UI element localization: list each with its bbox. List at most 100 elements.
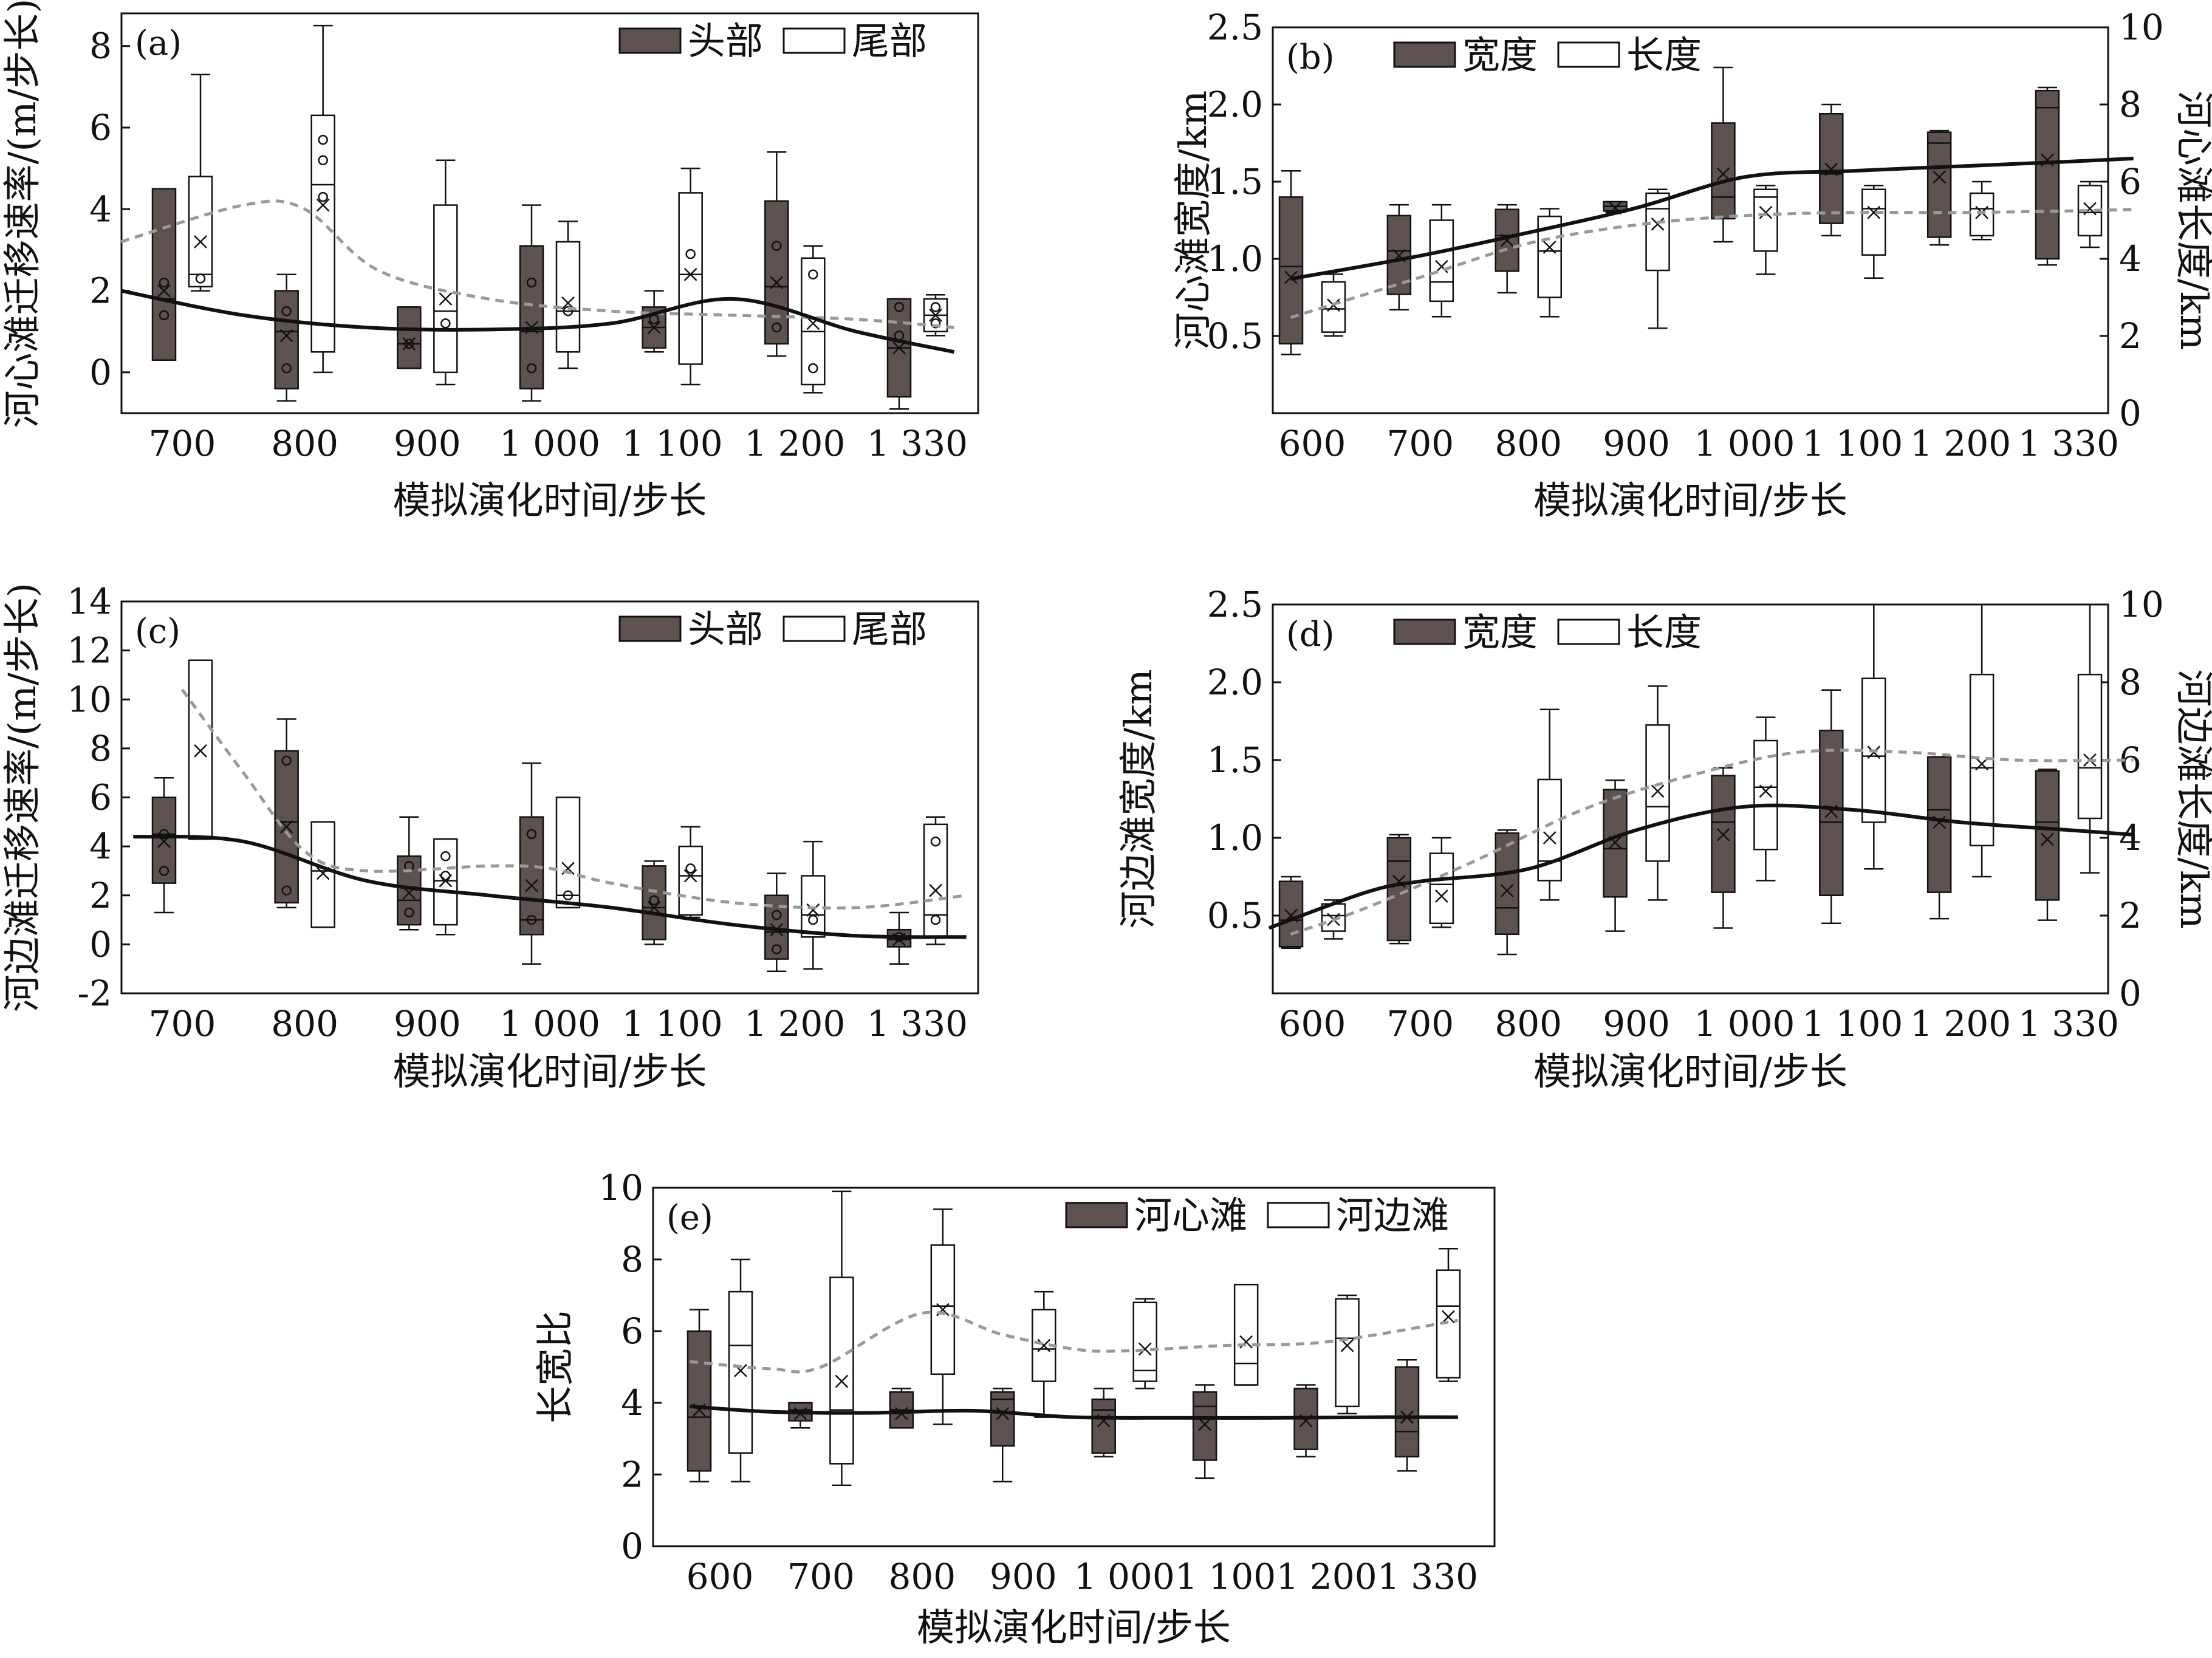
x-tick-label: 1 330 [867, 1003, 968, 1044]
y-tick-label: 0 [89, 923, 112, 965]
box-河心滩-700 [788, 1402, 813, 1429]
panel-label: (b) [1286, 38, 1335, 77]
data-point [563, 890, 574, 900]
y2-tick-label: 2 [2119, 895, 2142, 936]
box-body [2035, 89, 2060, 260]
mean-marker [439, 292, 453, 306]
trend-line-solid [1290, 156, 2134, 281]
legend-label: 尾部 [852, 19, 927, 63]
mean-marker [770, 276, 784, 290]
box-body [728, 1290, 753, 1454]
data-point [281, 306, 292, 317]
x-tick-label: 600 [1279, 1003, 1346, 1044]
x-tick-label: 1 200 [1276, 1556, 1377, 1597]
legend-swatch [1065, 1202, 1128, 1228]
box-body [310, 821, 335, 928]
trend-line-solid [133, 834, 967, 939]
box-body [678, 845, 703, 916]
x-tick-label: 600 [687, 1556, 754, 1597]
y2-axis-title: 河心滩长度/km [2172, 91, 2212, 350]
data-point [440, 851, 451, 862]
box-宽度-1 330 [2035, 769, 2060, 921]
legend-swatch [1557, 618, 1620, 645]
box-头部-900 [397, 306, 422, 369]
y-tick-label: 8 [621, 1239, 643, 1280]
legend-label: 头部 [688, 19, 763, 63]
box-河心滩-1 100 [1192, 1384, 1217, 1479]
trend-line-dashed [180, 688, 967, 910]
y-tick-label: 0 [621, 1526, 643, 1567]
box-body [829, 1276, 854, 1465]
panel-label: (d) [1286, 615, 1335, 654]
box-body [1645, 724, 1670, 862]
box-尾部-800 [310, 821, 335, 928]
box-河心滩-1 000 [1091, 1388, 1116, 1458]
box-宽度-1 100 [1819, 689, 1844, 925]
mean-marker [1500, 884, 1514, 897]
x-tick-label: 700 [1386, 1003, 1454, 1044]
y-tick-label: 10 [67, 679, 112, 720]
data-point [772, 241, 782, 251]
x-tick-label: 1 330 [867, 423, 968, 464]
box-头部-1 100 [642, 290, 666, 353]
box-body [151, 188, 177, 361]
box-body [1278, 880, 1304, 948]
mean-marker [1543, 831, 1556, 844]
legend: 宽度 长度 [1393, 610, 1702, 654]
y2-tick-label: 10 [2119, 584, 2164, 625]
box-body [151, 796, 177, 884]
x-tick-label: 700 [1386, 423, 1454, 464]
box-body [1429, 852, 1454, 925]
box-body [1926, 131, 1952, 238]
x-tick-label: 800 [271, 1003, 338, 1044]
legend-swatch [782, 615, 846, 642]
mean-marker [806, 903, 820, 917]
box-河心滩-600 [687, 1309, 712, 1483]
box-body [642, 865, 666, 940]
x-tick-label: 1 200 [744, 423, 845, 464]
mean-marker [1933, 170, 1947, 184]
x-tick-label: 1 000 [1074, 1556, 1175, 1597]
data-point [685, 863, 696, 874]
legend-swatch [1393, 618, 1456, 645]
y2-tick-label: 2 [2119, 315, 2142, 357]
y-tick-label: 12 [67, 630, 112, 671]
y-axis-title: 河心滩迁移速率/(m/步长) [0, 0, 44, 428]
y2-tick-label: 8 [2119, 84, 2142, 125]
y-tick-label: 4 [89, 188, 112, 230]
mean-marker [194, 235, 207, 248]
data-point [159, 277, 169, 288]
data-point [404, 907, 414, 918]
x-tick-label: 1 000 [499, 423, 600, 464]
box-河心滩-800 [889, 1388, 914, 1429]
x-tick-label: 800 [888, 1556, 956, 1597]
y-tick-label: 10 [598, 1167, 643, 1208]
mean-marker [892, 341, 906, 355]
mean-marker [929, 883, 942, 897]
x-tick-label: 1 100 [1802, 1003, 1903, 1044]
trend-line-solid [120, 289, 955, 354]
mean-marker [1759, 784, 1773, 798]
x-tick-label: 700 [149, 423, 216, 464]
box-body [397, 855, 422, 926]
box-body [188, 659, 213, 840]
data-point [318, 191, 328, 202]
data-point [195, 273, 206, 284]
box-长度-1 200 [1969, 603, 1995, 878]
box-body [519, 245, 544, 389]
x-tick-label: 1 100 [1802, 423, 1903, 464]
x-axis-title: 模拟演化时间/步长 [1533, 1049, 1847, 1094]
plot-frame [120, 12, 979, 414]
y-tick-label: 6 [89, 107, 112, 148]
plot-frame [652, 1187, 1496, 1547]
legend-label: 长度 [1626, 33, 1702, 77]
x-tick-label: 1 000 [1694, 423, 1795, 464]
box-长度-1 100 [1861, 603, 1886, 870]
box-头部-800 [274, 718, 299, 909]
box-body [990, 1391, 1015, 1447]
box-body [1233, 1284, 1259, 1386]
box-河边滩-1 000 [1132, 1298, 1157, 1389]
box-头部-700 [151, 188, 177, 361]
box-河边滩-800 [930, 1208, 956, 1425]
